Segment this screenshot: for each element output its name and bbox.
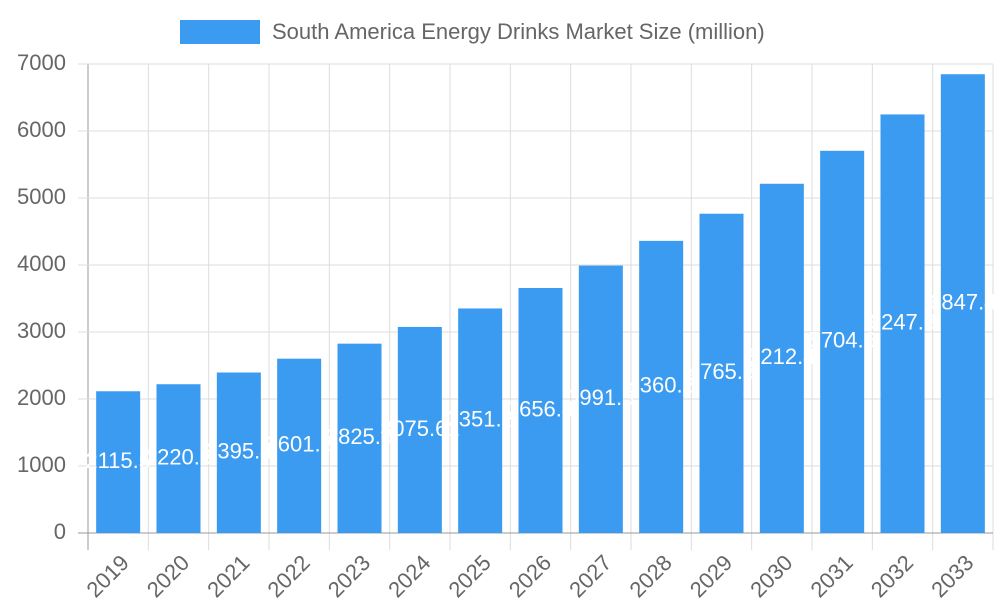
legend-swatch <box>180 20 260 44</box>
x-tick-label: 2026 <box>504 550 556 600</box>
data-label: 2220.3 <box>145 444 212 469</box>
data-label: 5212.4 <box>748 344 815 369</box>
x-tick-label: 2024 <box>383 550 435 600</box>
data-label: 6247.3 <box>869 310 936 335</box>
y-tick-label: 6000 <box>17 117 66 142</box>
bar <box>277 358 322 533</box>
data-label: 2825.9 <box>326 424 393 449</box>
x-tick-label: 2032 <box>866 550 918 600</box>
x-tick-label: 2021 <box>202 550 254 600</box>
data-label: 2601.8 <box>266 432 333 457</box>
x-tick-label: 2019 <box>82 550 134 600</box>
x-tick-label: 2033 <box>926 550 978 600</box>
bar <box>337 343 382 533</box>
data-label: 5704.6 <box>809 328 876 353</box>
x-tick-label: 2025 <box>444 550 496 600</box>
bar <box>699 213 744 533</box>
y-tick-label: 0 <box>54 519 66 544</box>
x-tick-label: 2020 <box>142 550 194 600</box>
data-label: 6847.4 <box>929 289 996 314</box>
x-tick-label: 2023 <box>323 550 375 600</box>
bar <box>518 288 563 533</box>
y-tick-label: 3000 <box>17 318 66 343</box>
bar <box>397 326 442 533</box>
bar <box>578 265 623 533</box>
data-label: 2115.5 <box>85 448 151 473</box>
bar <box>880 114 925 533</box>
x-tick-label: 2030 <box>745 550 797 600</box>
x-tick-label: 2028 <box>625 550 677 600</box>
y-tick-label: 5000 <box>17 184 66 209</box>
bar <box>940 74 985 534</box>
data-label: 3351.2 <box>447 407 514 432</box>
data-label: 3991.3 <box>567 385 634 410</box>
data-label: 2395.4 <box>205 439 272 464</box>
bar <box>216 372 261 533</box>
bar <box>458 308 503 533</box>
x-tick-label: 2029 <box>685 550 737 600</box>
data-label: 4765.3 <box>688 359 755 384</box>
x-tick-label: 2022 <box>263 550 315 600</box>
legend-label: South America Energy Drinks Market Size … <box>272 19 765 44</box>
bar <box>96 391 141 533</box>
data-label: 3075.61 <box>380 416 460 441</box>
x-tick-label: 2027 <box>564 550 616 600</box>
bar <box>820 150 865 533</box>
bar <box>156 384 201 533</box>
y-tick-label: 1000 <box>17 452 66 477</box>
y-tick-label: 2000 <box>17 385 66 410</box>
x-tick-label: 2031 <box>806 550 858 600</box>
y-tick-label: 7000 <box>17 50 66 75</box>
y-tick-label: 4000 <box>17 251 66 276</box>
bar <box>639 240 684 534</box>
data-label: 3656.4 <box>507 396 574 421</box>
bar <box>759 183 804 533</box>
data-label: 4360.2 <box>628 373 695 398</box>
